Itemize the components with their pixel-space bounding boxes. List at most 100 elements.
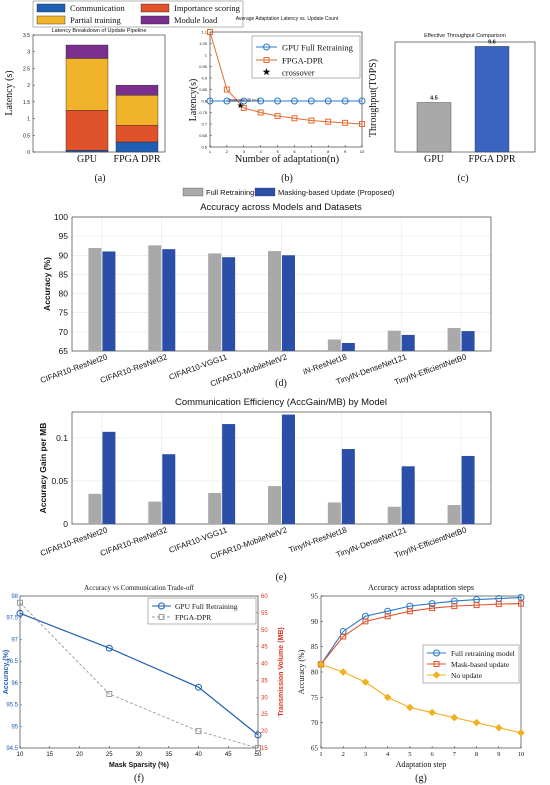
chart-c-caption: (c) — [457, 173, 468, 184]
chart-a-bar-segment — [115, 141, 159, 153]
chart-d-ytick-label: 85 — [59, 269, 69, 279]
chart-g-data-point — [383, 693, 392, 702]
chart-f-data-point — [16, 609, 24, 617]
chart-b-data-point — [324, 97, 332, 105]
chart-f-series-line — [19, 602, 259, 749]
chart-d-ytick-label: 100 — [54, 212, 68, 222]
chart-a-legend-label: Importance scoring — [174, 3, 241, 13]
chart-a-bar-segment — [65, 58, 109, 111]
chart-d-legend-label: Masking-based Update (Proposed) — [278, 188, 395, 197]
chart-f-legend-box — [147, 597, 257, 625]
chart-f-ytick-label: 96 — [11, 681, 18, 687]
chart-a-legend-box — [32, 0, 244, 28]
chart-g-data-point — [339, 668, 347, 676]
chart-b-legend-marker — [263, 57, 270, 63]
chart-b-legend-marker — [263, 43, 270, 51]
chart-b-xtick-label: 1 — [209, 149, 212, 154]
chart-f-xlabel: Mask Sparsity (%) — [109, 762, 169, 769]
chart-d-legend-swatch — [182, 187, 204, 197]
chart-f-data-point — [105, 644, 113, 652]
chart-a-title: Latency Breakdown of Update Pipeline — [52, 28, 147, 34]
chart-g-xtick-label: 5 — [408, 751, 411, 758]
chart-a-ytick-label: 0 — [27, 150, 30, 156]
chart-f-ytick-right-label: 45 — [261, 645, 268, 651]
chart-f-ytick-label: 95 — [11, 724, 18, 730]
chart-g-xtick-label: 2 — [342, 751, 345, 758]
chart-a-bar-segment — [115, 94, 159, 126]
chart-e-ytick-label: 0 — [63, 519, 68, 529]
chart-f-ylabel: Accuracy (%) — [3, 650, 10, 694]
chart-f-xtick-label: 25 — [106, 752, 113, 758]
chart-d-ytick-label: 70 — [59, 327, 69, 337]
chart-d-bar — [208, 253, 222, 351]
chart-a-ytick-label: 0.5 — [23, 133, 30, 139]
chart-b-xlabel: Number of adaptation(n) — [235, 154, 340, 165]
chart-b-ytick-label: 0.85 — [199, 87, 208, 92]
chart-g-ytick-label: 70 — [311, 719, 319, 727]
chart-a-bar-segment — [65, 110, 109, 151]
chart-d-bar — [88, 248, 102, 351]
chart-e-bar — [327, 502, 341, 524]
chart-b-data-point — [274, 97, 282, 105]
chart-d-legend-swatch — [254, 187, 276, 197]
chart-f-ytick-label: 96.5 — [6, 659, 18, 665]
chart-f-title: Accuracy vs Communication Trade-off — [84, 584, 194, 592]
chart-d-bar — [327, 339, 341, 351]
chart-f-ytick-label: 97.5 — [6, 616, 18, 622]
chart-e-bar — [162, 454, 176, 524]
chart-g-data-point — [450, 713, 459, 722]
chart-b-crossover-marker — [237, 102, 244, 109]
chart-a-bar-segment — [115, 125, 159, 143]
chart-b-data-point — [307, 97, 315, 105]
chart-a-legend-swatch — [140, 15, 170, 25]
chart-f-ylabel-right: Transmission Volume (MB) — [278, 627, 285, 716]
chart-g-data-point — [473, 602, 480, 609]
chart-b-xtick-label: 6 — [293, 149, 296, 154]
chart-f-legend-label: GPU Full Retraining — [175, 602, 238, 611]
chart-d-xtick-label: CIFAR10-ResNet32 — [99, 352, 169, 385]
chart-g-xlabel: Adaptation step — [396, 760, 446, 769]
chart-g-series-line — [320, 596, 522, 665]
chart-f-xtick-label: 40 — [195, 752, 202, 758]
chart-g-data-point — [495, 601, 502, 608]
chart-f-data-point — [195, 683, 202, 691]
chart-d-bar — [148, 245, 162, 351]
chart-f-ytick-label: 95.5 — [6, 703, 18, 709]
chart-g-data-point — [517, 594, 525, 602]
chart-b-xtick-label: 2 — [226, 149, 229, 154]
chart-a-ytick-label: 1.5 — [23, 100, 30, 106]
chart-g-ytick-label: 80 — [311, 669, 319, 677]
chart-g-data-point — [472, 718, 481, 727]
chart-b-data-point — [290, 97, 298, 105]
chart-b-data-point — [207, 29, 213, 35]
chart-b-ytick-label: 0.8 — [201, 99, 207, 104]
chart-b-data-point — [257, 109, 264, 116]
chart-f-xtick-label: 50 — [255, 752, 262, 758]
chart-f-data-point — [195, 728, 202, 735]
chart-d-bar — [387, 330, 401, 351]
chart-b-data-point — [240, 97, 248, 105]
chart-g-ytick-label: 95 — [311, 593, 319, 601]
chart-a-ytick-label: 3 — [27, 50, 30, 56]
chart-b-data-point — [257, 97, 265, 105]
chart-f-xtick-label: 15 — [46, 752, 53, 758]
chart-d-bar — [102, 251, 116, 351]
chart-g-data-point — [406, 608, 413, 615]
chart-f-legend-marker — [158, 614, 165, 620]
chart-a-legend-swatch — [140, 3, 170, 13]
chart-g-data-point — [429, 605, 436, 612]
chart-f-xtick-label: 10 — [17, 752, 24, 758]
chart-a-bar-segment — [65, 44, 109, 59]
chart-a-bar-segment — [65, 150, 109, 153]
chart-b-data-point — [325, 118, 332, 125]
chart-e-bar — [268, 486, 281, 524]
chart-g-legend-marker — [433, 649, 440, 657]
chart-b-xtick-label: 10 — [360, 149, 365, 154]
chart-g-legend-label: No update — [451, 671, 483, 680]
chart-d-bar — [447, 328, 461, 351]
chart-e-frame — [71, 411, 492, 525]
chart-b-data-point — [308, 117, 315, 124]
chart-f-xtick-label: 30 — [136, 752, 143, 758]
chart-g-ytick-label: 75 — [311, 694, 319, 702]
